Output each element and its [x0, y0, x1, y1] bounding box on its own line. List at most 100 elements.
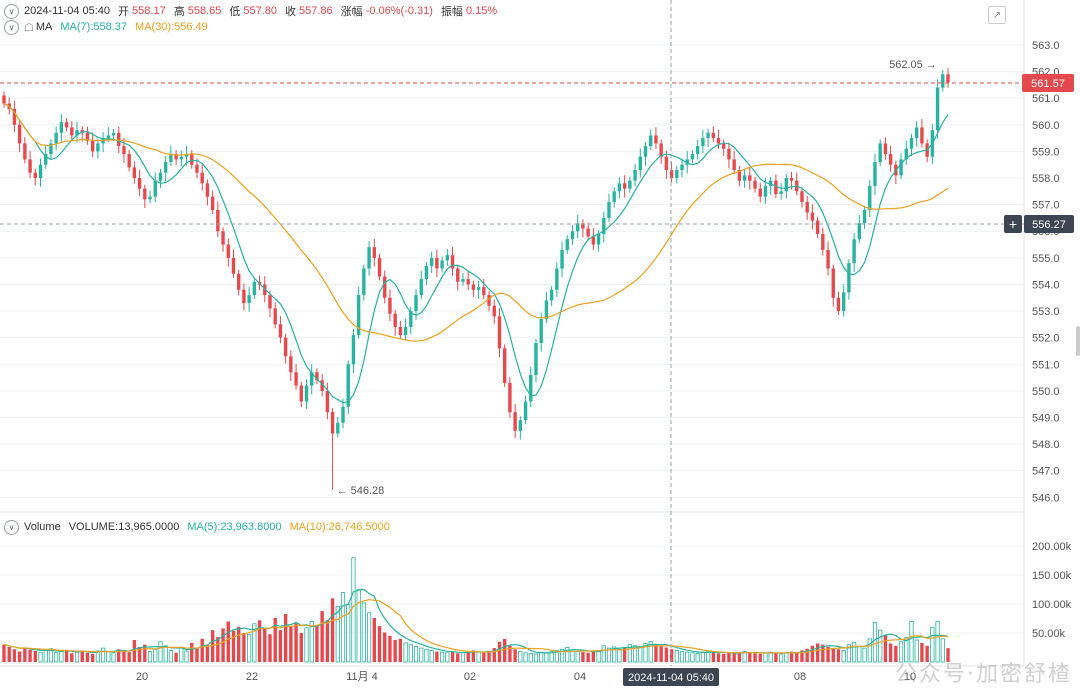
volume-bar [581, 652, 585, 662]
volume-bar [492, 648, 496, 662]
volume-bar [857, 645, 862, 663]
ma-info-bar: ∨ ☖ MA MA(7):558.37 MA(30):556.49 [4, 18, 216, 36]
volume-bar [163, 645, 168, 663]
volume-bar [7, 646, 11, 662]
candle-body [768, 180, 773, 186]
candle-body [539, 319, 543, 343]
candle-body [466, 279, 470, 285]
volume-bar [304, 627, 309, 663]
volume-bar [659, 646, 663, 662]
volume-bar [216, 637, 220, 662]
candle-body [367, 247, 371, 269]
candle-body [184, 154, 189, 157]
volume-bar [601, 645, 606, 663]
volume-bar [664, 647, 669, 662]
candle-body [544, 300, 549, 320]
volume-bar [763, 652, 768, 663]
candle-body [622, 183, 627, 189]
volume-bar [242, 633, 246, 662]
candle-body [372, 247, 376, 258]
candle-body [106, 135, 111, 139]
candle-body [659, 143, 663, 157]
volume-bar [127, 652, 131, 662]
volume-bar [909, 621, 914, 663]
candle-body [675, 170, 679, 179]
volume-bar [502, 638, 507, 662]
volume-ma5-line [3, 588, 949, 654]
candle-body [836, 297, 841, 312]
crosshair-price-label: 556.27 [1032, 219, 1066, 231]
time-tick-label: 04 [574, 671, 586, 683]
volume-bar [575, 651, 580, 663]
collapse-chevron-icon[interactable]: ∨ [4, 3, 19, 19]
candle-body [2, 95, 6, 104]
collapse-chevron-icon[interactable]: ∨ [4, 519, 19, 535]
candle-body [920, 127, 924, 144]
volume-bar [424, 648, 429, 663]
volume-bar [460, 652, 466, 663]
candle-body [252, 281, 257, 296]
candle-body [915, 127, 919, 139]
candle-body [847, 263, 851, 293]
volume-bar [111, 652, 116, 663]
volume-bar [403, 642, 408, 663]
candle-body [158, 172, 163, 181]
candle-body [617, 183, 622, 192]
fullscreen-icon[interactable]: ↗ [988, 6, 1006, 24]
volume-bar [33, 651, 37, 662]
volume-bar [846, 644, 852, 663]
volume-bar [841, 650, 846, 663]
candle-body [268, 295, 272, 309]
candle-body [351, 335, 356, 365]
volume-bar [821, 644, 825, 662]
candle-body [330, 412, 335, 434]
candle-body [784, 178, 789, 192]
scroll-handle[interactable] [1076, 326, 1080, 356]
candle-body [789, 178, 794, 181]
close-value: 557.86 [299, 5, 333, 17]
volume-bar [800, 650, 804, 662]
volume-bar [549, 651, 554, 663]
candle-body [513, 412, 517, 431]
candle-body [690, 154, 695, 160]
price-tick-label: 549.0 [1032, 413, 1060, 425]
candle-body [38, 164, 43, 179]
price-tick-label: 555.0 [1032, 253, 1060, 265]
ma30-value: MA(30):556.49 [135, 21, 208, 33]
volume-bar [335, 606, 340, 663]
candle-body [716, 138, 721, 144]
volume-bar [795, 652, 799, 662]
low-annotation: ← 546.28 [337, 485, 385, 497]
candle-body [779, 191, 783, 194]
volume-bar [237, 626, 241, 662]
bar-datetime: 2024-11-04 05:40 [24, 5, 111, 17]
candle-body [398, 327, 403, 336]
candle-body [445, 255, 450, 261]
candle-body [456, 268, 460, 282]
volume-bar [753, 653, 757, 662]
collapse-chevron-icon[interactable]: ∨ [4, 19, 19, 35]
candle-body [638, 156, 642, 171]
volume-bar [325, 620, 330, 662]
price-tick-label: 552.0 [1032, 333, 1060, 345]
volume-bar [299, 633, 303, 662]
candle-body [195, 164, 199, 173]
volume-bar [528, 652, 533, 663]
change-value: -0.06%(-0.31) [365, 5, 433, 17]
volume-bar [466, 651, 470, 662]
volume-bar [872, 622, 878, 663]
candle-body [242, 289, 246, 304]
candle-body [231, 257, 236, 274]
volume-bar [768, 651, 773, 663]
volume-info-bar: ∨ Volume VOLUME:13,965.0000 MA(5):23,963… [4, 518, 398, 536]
volume-bar [894, 645, 898, 662]
volume-bar [779, 653, 784, 663]
volume-bar [690, 652, 695, 663]
candle-body [49, 143, 53, 155]
volume-ma5: MA(5):23,963.8000 [187, 521, 282, 533]
volume-bar [638, 646, 643, 663]
bell-icon[interactable]: ☖ [24, 21, 34, 34]
candle-body [310, 372, 314, 386]
volume-bar [43, 650, 48, 663]
